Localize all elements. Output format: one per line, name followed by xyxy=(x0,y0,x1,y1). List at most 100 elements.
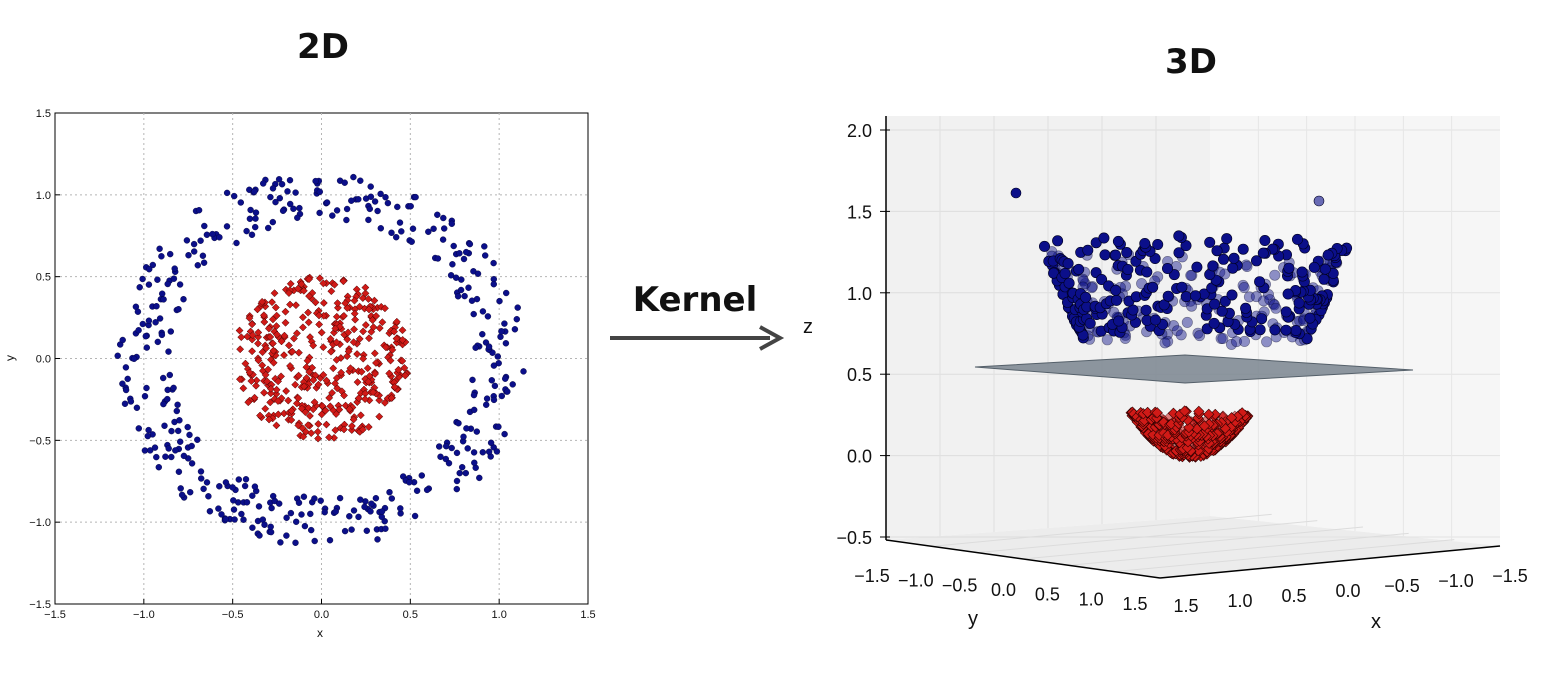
chart-2d-outer-point xyxy=(394,203,401,211)
chart-2d-inner-point xyxy=(291,301,300,310)
chart-2d-outer-point xyxy=(294,214,301,222)
chart-2d-outer-point xyxy=(317,497,324,504)
chart-2d-inner-point xyxy=(274,377,283,386)
chart-2d-inner-point xyxy=(337,368,346,377)
chart-2d-inner-point xyxy=(345,405,354,414)
chart-2d-outer-point xyxy=(397,505,404,512)
chart-2d-inner-point xyxy=(375,324,384,333)
chart-2d-inner-point xyxy=(303,356,312,365)
chart-2d-outer-point xyxy=(156,245,163,253)
chart-2d-outer-point xyxy=(333,207,341,214)
chart-2d-inner-point xyxy=(372,312,381,320)
chart-2d-inner-point xyxy=(270,289,279,298)
chart-2d-outer-point xyxy=(158,253,165,260)
chart-2d-inner-point xyxy=(305,368,314,376)
chart-2d-inner-point xyxy=(315,311,323,320)
chart-2d-outer-point xyxy=(235,476,243,483)
chart-2d-outer-point xyxy=(511,326,519,333)
chart-2d-inner-point xyxy=(254,328,263,337)
chart-2d-outer-point xyxy=(199,252,207,260)
chart-2d-outer-point xyxy=(367,193,375,201)
chart-2d-inner-point xyxy=(353,378,362,387)
chart-2d-inner-point xyxy=(270,395,279,403)
chart-2d-outer-point xyxy=(425,228,432,236)
chart-3d-ztick-label: 0.0 xyxy=(847,447,872,467)
chart-2d-outer-point xyxy=(158,331,166,339)
chart-3d-outer-point xyxy=(1267,298,1279,310)
chart-2d-outer-point xyxy=(326,537,334,544)
chart-3d-outer-point xyxy=(1039,240,1051,252)
chart-3d-outer-point xyxy=(1219,295,1231,307)
chart-2d-inner-point xyxy=(375,412,384,421)
chart-2d-inner-point xyxy=(307,429,316,438)
chart-2d-inner-point xyxy=(314,434,323,443)
chart-2d-outer-point xyxy=(290,205,297,213)
chart-2d-outer-point xyxy=(485,343,493,350)
chart-2d-inner-point xyxy=(304,421,313,430)
chart-2d-inner-point xyxy=(336,354,345,362)
chart-2d-inner-point xyxy=(330,328,338,337)
chart-2d-inner-point xyxy=(346,364,355,373)
chart-2d-outer-point xyxy=(479,331,486,338)
chart-2d-inner-point xyxy=(361,375,370,383)
chart-2d-inner-point xyxy=(361,321,370,329)
chart-2d-outer-point xyxy=(454,293,462,300)
chart-3d-outer-point xyxy=(1270,302,1282,314)
chart-2d-ytick-label: −0.5 xyxy=(29,435,51,447)
chart-2d-outer-point xyxy=(197,468,205,475)
chart-2d-outer-point xyxy=(413,487,421,494)
chart-2d-inner-point xyxy=(328,388,337,397)
chart-2d-inner-point xyxy=(254,339,262,348)
chart-3d-inner-point xyxy=(1236,407,1248,419)
chart-2d-outer-point xyxy=(520,368,527,375)
chart-2d-inner-point xyxy=(344,328,353,337)
chart-2d-outer-point xyxy=(439,236,447,243)
chart-3d-outer-point xyxy=(1280,324,1292,336)
chart-2d-outer-point xyxy=(267,523,274,530)
chart-2d-outer-point xyxy=(448,220,455,228)
chart-2d-outer-point xyxy=(256,532,263,539)
chart-3d-inner-point xyxy=(1141,406,1154,419)
chart-3d-ztick-label: 1.5 xyxy=(847,202,872,222)
chart-3d-ytick-label: 0.5 xyxy=(1035,585,1060,605)
chart-3d-outer-point xyxy=(1059,267,1071,279)
chart-2d-inner-point xyxy=(265,415,274,424)
chart-2d-inner-point xyxy=(309,405,318,414)
chart-2d-outer-point xyxy=(409,225,417,232)
chart-2d-inner-point xyxy=(350,309,359,318)
chart-3d-outer-point xyxy=(1099,249,1111,261)
chart-2d-inner-point xyxy=(286,361,294,370)
chart-3d-outer-point xyxy=(1186,269,1198,281)
chart-3d-outer-point xyxy=(1147,281,1159,293)
chart-2d-outer-point xyxy=(301,522,309,530)
chart-3d-outer-point xyxy=(1294,315,1306,327)
chart-3d-outer-point xyxy=(1086,282,1098,294)
chart-3d-outer-point xyxy=(1240,302,1252,314)
chart-2d-inner-point xyxy=(261,370,270,379)
chart-2d-outer-point xyxy=(479,308,487,315)
chart-2d-inner-point xyxy=(349,338,358,347)
chart-2d-outer-point xyxy=(448,444,455,452)
chart-2d-inner-point xyxy=(354,394,363,403)
chart-3d-floor-grid xyxy=(977,520,1318,554)
chart-2d-inner-point xyxy=(317,328,326,337)
chart-3d-outer-point xyxy=(1256,313,1268,325)
chart-2d-ytick-label: 0.0 xyxy=(36,354,51,366)
chart-2d-outer-point xyxy=(388,495,395,502)
chart-3d-outer-point xyxy=(1150,314,1162,326)
chart-2d-outer-point xyxy=(434,211,441,219)
chart-2d-outer-point xyxy=(341,527,349,535)
chart-2d-inner-point xyxy=(350,325,359,334)
chart-3d-outer-point xyxy=(1322,249,1334,261)
chart-2d-outer-point xyxy=(265,224,272,232)
chart-2d-outer-point xyxy=(164,386,171,394)
chart-2d-xtick-label: −1.5 xyxy=(44,609,66,621)
chart-3d-outer-point xyxy=(1258,295,1270,307)
chart-2d-outer-point xyxy=(382,525,389,532)
chart-2d-outer-point xyxy=(278,180,286,188)
chart-3d-xtick-label: 1.0 xyxy=(1227,591,1252,611)
chart-3d-outer-point xyxy=(1231,336,1243,348)
chart-3d-outer-point xyxy=(1290,324,1302,336)
chart-2d-inner-point xyxy=(305,292,314,301)
chart-3d-outer-point xyxy=(1261,336,1273,348)
